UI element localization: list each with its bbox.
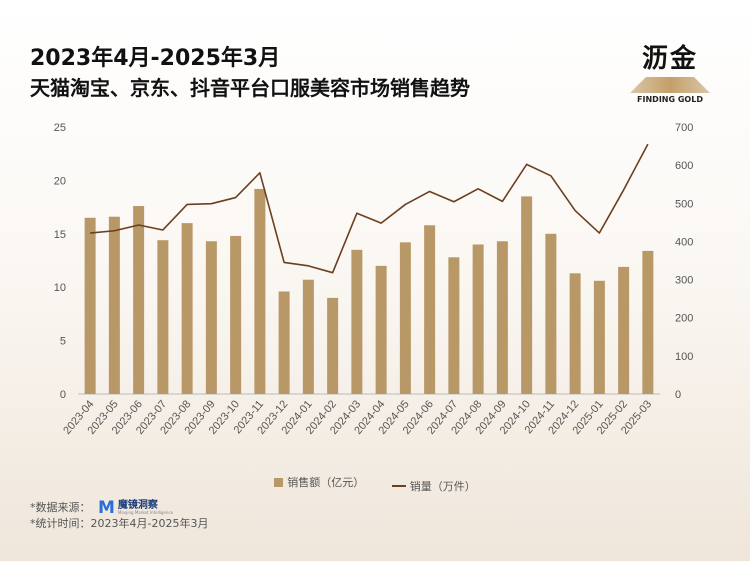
bar (108, 216, 120, 394)
period-note: *统计时间：2023年4月-2025年3月 (30, 517, 209, 530)
y-left-tick-label: 0 (60, 389, 66, 401)
y-left-tick-label: 15 (54, 229, 66, 241)
logo-en-text: FINDING GOLD (637, 95, 703, 104)
logo-bar-icon (630, 77, 710, 93)
bar (230, 235, 242, 394)
chart-title: 天猫淘宝、京东、抖音平台口服美容市场销售趋势 (30, 76, 470, 100)
bar (254, 188, 266, 394)
volume-line (90, 143, 649, 274)
y-right-tick-label: 200 (675, 313, 693, 325)
legend-label-volume: 销量（万件） (409, 479, 476, 493)
bar (569, 273, 581, 394)
bar (181, 223, 193, 394)
source-note: *数据来源： M 魔镜洞察 Moojing Market Intelligenc… (30, 500, 208, 532)
bar (351, 249, 363, 394)
moojing-logo: M 魔镜洞察 Moojing Market Intelligence (98, 498, 174, 518)
bar (521, 196, 533, 394)
y-right-tick-label: 300 (675, 275, 693, 287)
line-swatch-icon (391, 484, 406, 487)
y-left-tick-label: 25 (54, 122, 66, 134)
bar (133, 206, 145, 394)
bar (424, 225, 436, 394)
y-right-tick-label: 700 (675, 122, 693, 134)
bar (399, 242, 411, 394)
finding-gold-logo: 沥金 FINDING GOLD (630, 38, 710, 104)
bar (84, 217, 96, 394)
bar (157, 240, 169, 394)
moojing-brand-sub: Moojing Market Intelligence (117, 510, 174, 515)
y-right-tick-label: 400 (675, 236, 693, 248)
bar (375, 265, 387, 394)
bar (448, 257, 460, 394)
y-left-tick-label: 20 (54, 175, 66, 187)
bar (472, 244, 484, 394)
legend-item-sales: 销售额（亿元） (274, 474, 364, 490)
source-label: *数据来源： (30, 501, 91, 514)
bar (278, 291, 290, 394)
y-right-tick-label: 600 (675, 160, 693, 172)
bar (205, 241, 217, 394)
chart-title-period: 2023年4月-2025年3月 (30, 46, 281, 71)
y-left-tick-label: 5 (60, 336, 66, 348)
moojing-m-icon: M (98, 498, 115, 518)
legend-label-sales: 销售额（亿元） (287, 476, 365, 489)
y-right-tick-label: 0 (675, 389, 681, 401)
moojing-brand: 魔镜洞察 (117, 500, 158, 511)
bar-swatch-icon (274, 477, 284, 487)
combo-chart: 051015202501002003004005006007002023-042… (54, 122, 694, 437)
bar (327, 297, 339, 394)
bar (545, 233, 557, 394)
bar (302, 279, 314, 394)
legend: 销售额（亿元） 销量（万件） (0, 474, 750, 494)
bar (593, 280, 605, 394)
bar (496, 241, 508, 394)
y-left-tick-label: 10 (54, 282, 66, 294)
bar (618, 266, 630, 394)
y-right-tick-label: 500 (675, 198, 693, 210)
logo-cn-text: 沥金 (641, 44, 698, 74)
legend-item-volume: 销量（万件） (391, 478, 476, 494)
bar (642, 250, 654, 394)
y-right-tick-label: 100 (675, 351, 693, 363)
